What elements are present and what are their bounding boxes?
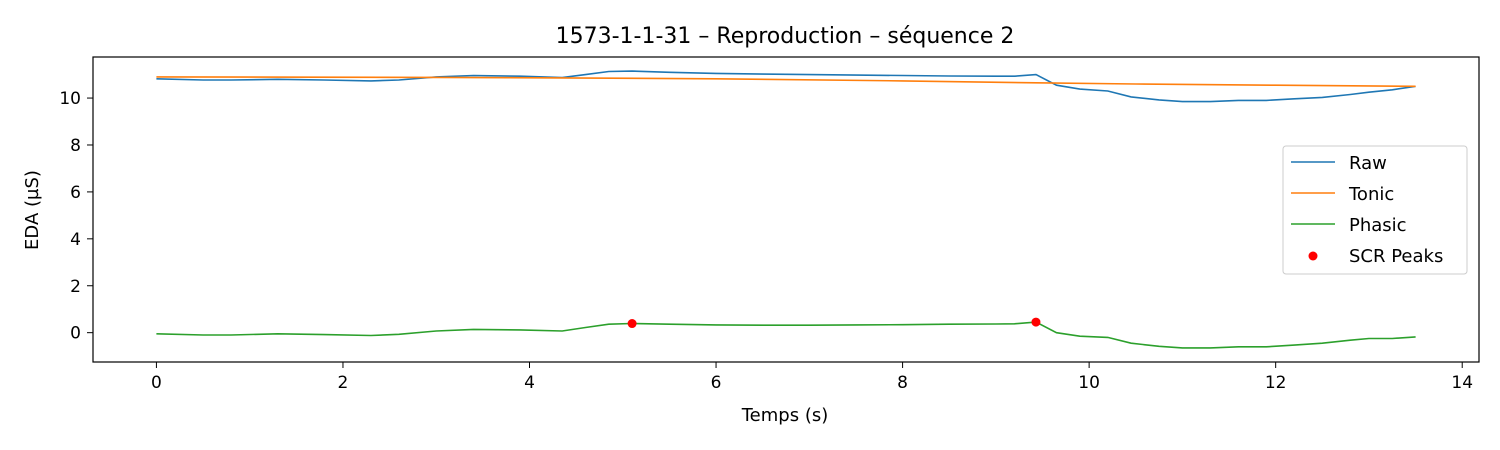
legend-label-phasic: Phasic [1349,215,1407,236]
y-tick-label: 6 [70,183,81,203]
y-tick-label: 4 [70,230,81,250]
raw-series-line [156,70,1416,103]
scr-peak-point [1031,317,1041,327]
plot-frame [92,56,1480,363]
chart-title: 1573-1-1-31 – Reproduction – séquence 2 [556,24,1015,49]
legend-box [1282,145,1468,275]
x-tick-label: 2 [338,373,349,393]
legend-label-tonic: Tonic [1348,184,1394,205]
y-axis: 0 2 4 6 8 10 [59,89,93,344]
x-tick-label: 8 [897,373,908,393]
x-axis-label: Temps (s) [741,405,829,426]
y-tick-label: 10 [59,89,81,109]
legend-swatch-scr-peaks [1308,251,1318,261]
scr-peak-point [627,319,637,329]
y-tick-label: 8 [70,136,81,156]
tonic-series-line [156,76,1416,88]
plot-area [156,70,1416,349]
legend-label-raw: Raw [1349,153,1387,174]
x-tick-label: 14 [1451,373,1473,393]
x-tick-label: 10 [1078,373,1100,393]
x-tick-label: 4 [524,373,535,393]
y-tick-label: 0 [70,324,81,344]
phasic-series-line [156,321,1416,349]
x-tick-label: 6 [711,373,722,393]
legend-label-scr-peaks: SCR Peaks [1349,246,1443,267]
y-axis-label: EDA (µS) [22,170,43,250]
y-tick-label: 2 [70,277,81,297]
x-tick-label: 0 [151,373,162,393]
legend: Raw Tonic Phasic SCR Peaks [1282,145,1468,275]
x-tick-label: 12 [1265,373,1287,393]
x-axis: 0 2 4 6 8 10 12 14 [151,362,1473,393]
